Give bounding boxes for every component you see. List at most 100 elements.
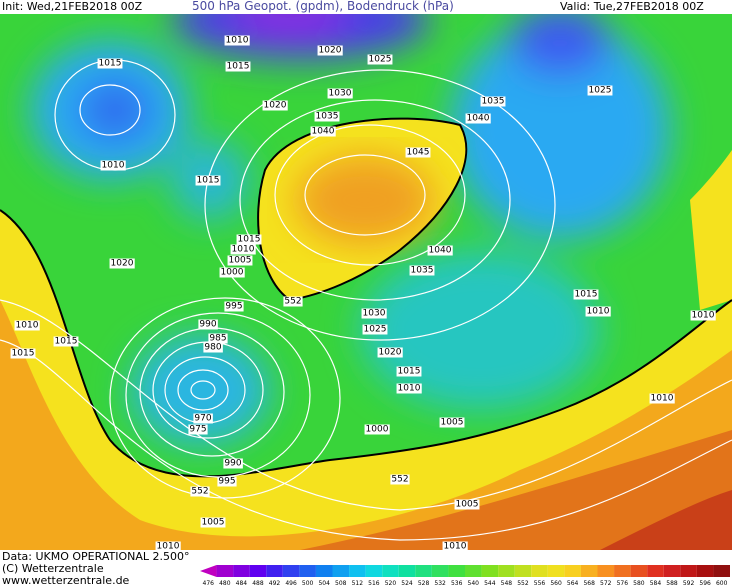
colorbar-label: 496	[285, 580, 297, 587]
label-box	[585, 306, 611, 317]
field	[0, 14, 732, 550]
colorbar-swatch	[531, 565, 548, 577]
isobar-label: 995	[218, 477, 235, 487]
colorbar-label: 512	[352, 580, 364, 587]
label-box	[649, 393, 675, 404]
colorbar-swatch	[481, 565, 499, 577]
label-box	[217, 476, 237, 487]
colorbar-swatch	[680, 565, 697, 577]
isobar-label: 1000	[366, 425, 389, 435]
colorbar-label: 572	[600, 580, 612, 587]
label-box	[198, 319, 218, 330]
colorbar-label: 552	[517, 580, 529, 587]
label-box	[327, 88, 353, 99]
colorbar-swatch	[349, 565, 366, 577]
isobar-label: 1010	[157, 542, 180, 552]
label-box	[97, 58, 123, 69]
colorbar-swatch	[315, 565, 333, 577]
label-box	[367, 54, 393, 65]
colorbar-label: 504	[318, 580, 330, 587]
colorbar-swatch	[498, 565, 515, 577]
colorbar: 476 480 484 488 492 496 500 504 508 512 516 520 524 5…	[200, 565, 730, 587]
colorbar-swatch	[514, 565, 532, 577]
colorbar-swatch	[415, 565, 432, 577]
isobar-label: 1010	[102, 161, 125, 171]
label-box	[230, 244, 256, 255]
label-box	[405, 147, 431, 158]
init-time: Init: Wed,21FEB2018 00Z	[2, 0, 143, 13]
label-box	[14, 320, 40, 331]
isobar-label: 1015	[398, 367, 421, 377]
colorbar-swatch	[647, 565, 664, 577]
isobar-label: 1015	[12, 349, 35, 359]
isobar-label: 995	[225, 302, 242, 312]
label-box	[193, 413, 213, 424]
colorbar-swatch	[597, 565, 615, 577]
colorbar-label: 508	[335, 580, 347, 587]
isobar-label: 970	[194, 414, 211, 424]
label-box	[219, 267, 245, 278]
label-box	[390, 474, 410, 485]
isobar-label: 1040	[312, 127, 335, 137]
label-box	[377, 347, 403, 358]
colorbar-swatch	[614, 565, 631, 577]
isobar-label: 1035	[482, 97, 505, 107]
colorbar-swatch	[398, 565, 416, 577]
colorbar-label: 584	[650, 580, 662, 587]
colorbar-swatch	[713, 565, 730, 577]
colorbar-label: 548	[501, 580, 513, 587]
label-box	[227, 255, 253, 266]
isobar-label: 1000	[221, 268, 244, 278]
colorbar-label: 528	[418, 580, 430, 587]
label-box	[262, 100, 288, 111]
isobar-label: 1025	[364, 325, 387, 335]
label-box	[317, 45, 343, 56]
colorbar-label: 524	[401, 580, 413, 587]
isobar-label: 980	[204, 343, 221, 353]
isobar-label: 1040	[467, 114, 490, 124]
label-box	[362, 324, 388, 335]
colorbar-label: 476	[203, 580, 215, 587]
colorbar-swatch	[465, 565, 482, 577]
colorbar-swatch	[266, 565, 283, 577]
label-box	[224, 35, 250, 46]
colorbar-swatch	[564, 565, 581, 577]
label-box	[208, 333, 228, 344]
label-box	[53, 336, 79, 347]
isobar-label: 1010	[444, 542, 467, 552]
label-box	[427, 245, 453, 256]
isobar-label: 1015	[238, 235, 261, 245]
label-box	[224, 301, 244, 312]
label-box	[223, 458, 243, 469]
label-box	[109, 258, 135, 269]
label-box	[10, 348, 36, 359]
isobar-label: 1005	[441, 418, 464, 428]
colorbar-label: 480	[219, 580, 231, 587]
colorbar-label: 568	[583, 580, 595, 587]
isobar-label: 1015	[575, 290, 598, 300]
label-box	[465, 113, 491, 124]
colorbar-swatch	[282, 565, 300, 577]
colorbar-swatch	[249, 565, 267, 577]
valid-time: Valid: Tue,27FEB2018 00Z	[560, 0, 704, 13]
isobar-label: 1010	[398, 384, 421, 394]
label-box	[439, 417, 465, 428]
isobar-label: 1010	[692, 311, 715, 321]
isobar-label: 1015	[55, 337, 78, 347]
colorbar-label: 596	[699, 580, 711, 587]
colorbar-label: 600	[716, 580, 728, 587]
colorbar-label: 492	[269, 580, 281, 587]
colorbar-label: 556	[534, 580, 546, 587]
label-box	[236, 234, 262, 245]
colorbar-swatch	[580, 565, 598, 577]
colorbar-label: 564	[567, 580, 579, 587]
colorbar-label: 532	[434, 580, 446, 587]
isobar-label: 1045	[407, 148, 430, 158]
isobar-label: 1005	[456, 500, 479, 510]
isobar-label: 552	[191, 487, 208, 497]
label-box	[283, 296, 303, 307]
isobar-label: 1040	[429, 246, 452, 256]
colorbar-swatch	[630, 565, 648, 577]
isobar-label: 1010	[651, 394, 674, 404]
